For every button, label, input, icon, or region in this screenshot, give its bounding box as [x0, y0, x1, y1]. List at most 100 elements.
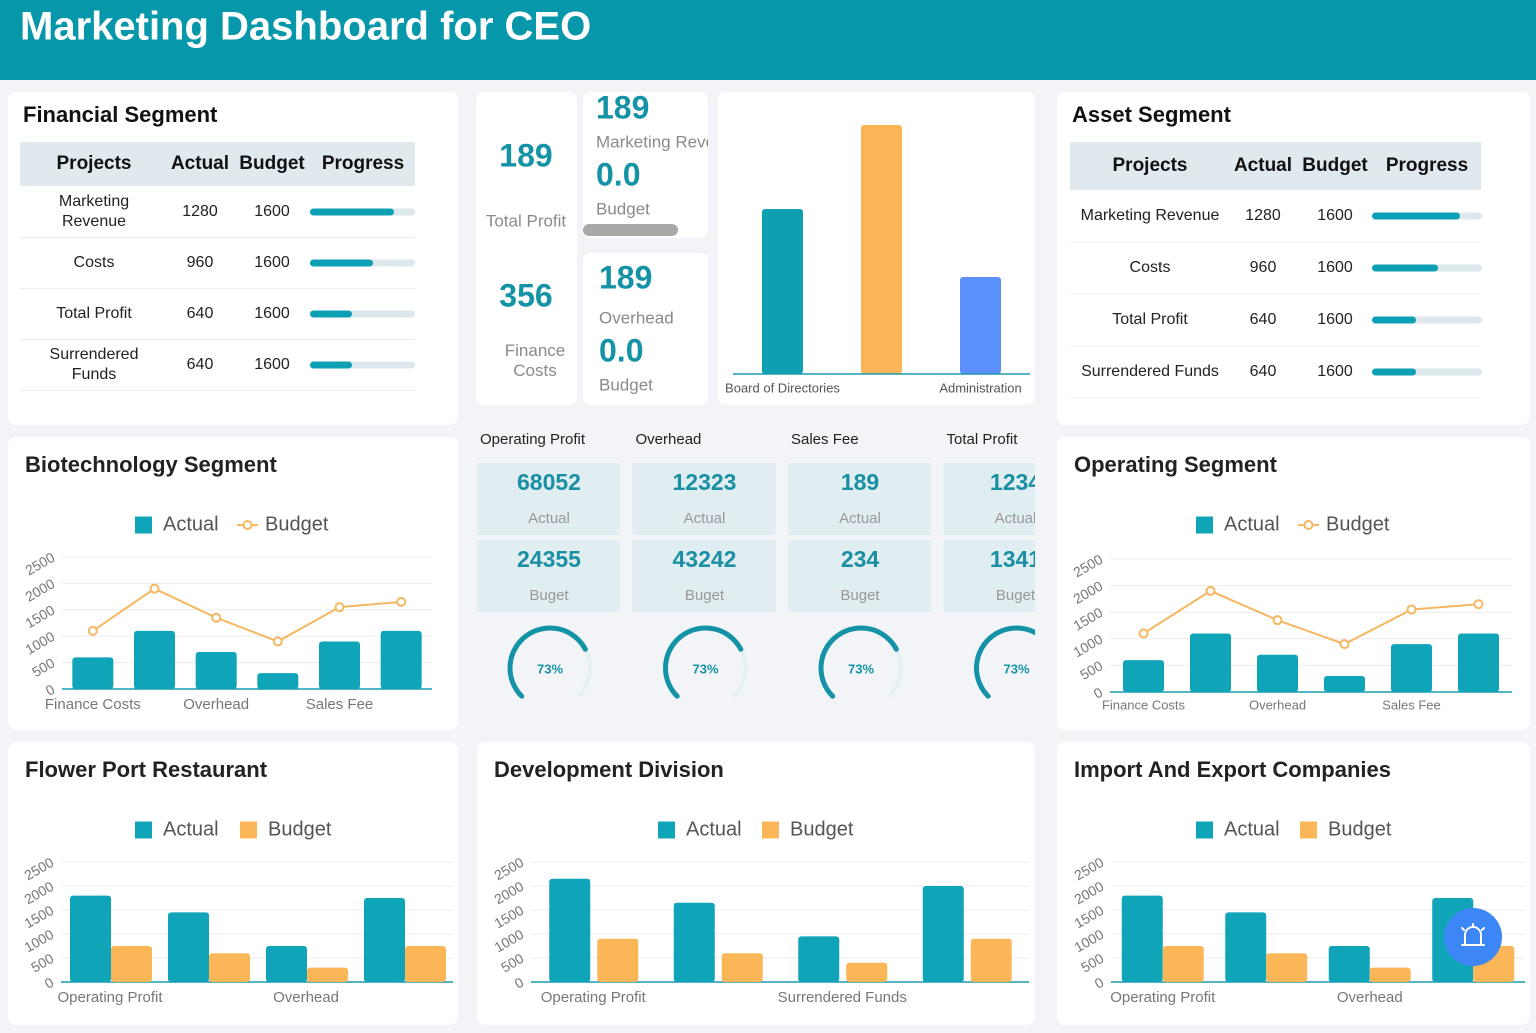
- column-header: Progress: [1386, 155, 1468, 176]
- bar: [209, 953, 250, 982]
- alert-icon: [1461, 923, 1485, 946]
- line-point: [396, 596, 407, 607]
- card-budget: 0.0: [596, 156, 640, 192]
- actual-value: 640: [1250, 311, 1277, 328]
- legend-label: Budget: [790, 818, 854, 840]
- card-value: 189: [499, 137, 552, 173]
- metric-cell: [632, 463, 776, 535]
- line-point: [1406, 604, 1417, 615]
- chart-title: Flower Port Restaurant: [25, 757, 268, 782]
- gauge-label: 73%: [848, 661, 874, 676]
- metrics-grid: Operating Profit 68052 Actual 24355 Buget 73%…: [477, 431, 1041, 699]
- column-header: Actual: [1234, 155, 1292, 176]
- gauge-label: 73%: [692, 661, 718, 676]
- panel-title: Financial Segment: [23, 102, 218, 127]
- x-tick-label: Surrendered Funds: [778, 989, 907, 1006]
- x-tick-label: Overhead: [273, 989, 339, 1006]
- table-header: [20, 142, 415, 186]
- x-tick-label: Administration: [939, 380, 1021, 395]
- alert-button[interactable]: [1444, 908, 1502, 966]
- progress-bar: [1372, 264, 1438, 272]
- metric-budget: 234: [841, 546, 880, 572]
- x-tick-label: Overhead: [183, 696, 249, 713]
- actual-value: 640: [1250, 363, 1277, 380]
- card-label: Overhead: [599, 308, 674, 327]
- x-tick-label: Sales Fee: [306, 696, 374, 713]
- summary-card: [476, 92, 577, 405]
- legend-swatch: [1300, 821, 1317, 839]
- card-label: Budget: [596, 199, 650, 218]
- metric-label: Buget: [996, 587, 1036, 604]
- metric-cell: [943, 463, 1035, 535]
- card-label: Total Profit: [486, 211, 567, 230]
- legend-swatch: [1196, 516, 1213, 534]
- metric-label: Buget: [840, 587, 880, 604]
- project-name: Total Profit: [56, 305, 132, 322]
- card-label-box: Finance Costs: [504, 341, 566, 380]
- scroll-bar: [583, 224, 678, 236]
- project-name: Surrendered Funds: [49, 346, 139, 383]
- x-tick-label: Operating Profit: [1110, 989, 1216, 1006]
- legend-swatch: [658, 821, 675, 839]
- x-tick-label: Overhead: [1337, 989, 1403, 1006]
- progress-bar: [310, 208, 394, 216]
- legend-label: Budget: [1328, 818, 1392, 840]
- bar: [195, 652, 237, 689]
- bar: [70, 895, 111, 982]
- card-label: Marketing Revenue: [596, 132, 743, 151]
- metric-label: Actual: [528, 510, 570, 527]
- table-header: [1070, 142, 1481, 190]
- card-budget: 0.0: [599, 332, 643, 368]
- bar: [970, 938, 1012, 982]
- metric-label: Actual: [684, 510, 726, 527]
- line-point: [149, 583, 160, 594]
- gauge-label: 73%: [1003, 661, 1029, 676]
- column-header: Actual: [171, 153, 229, 174]
- card-label: Finance Costs: [504, 341, 566, 380]
- bar: [922, 886, 964, 982]
- bar: [1266, 953, 1308, 982]
- budget-value: 1600: [254, 356, 290, 373]
- bar: [762, 209, 803, 374]
- progress-bar: [1372, 212, 1460, 220]
- gauge-arc: [507, 625, 588, 699]
- gauge-label: 73%: [537, 661, 563, 676]
- actual-value: 960: [187, 254, 214, 271]
- metric-cell: [788, 463, 931, 535]
- bar: [364, 898, 405, 982]
- card-value: 356: [499, 277, 552, 313]
- bar: [1225, 912, 1267, 982]
- bar: [960, 277, 1001, 374]
- x-tick-label: Sales Fee: [1382, 697, 1441, 712]
- line-point: [1473, 599, 1484, 610]
- project-name-box: Surrendered Funds: [49, 346, 139, 383]
- gauge-arc: [974, 625, 1035, 699]
- project-name: Surrendered Funds: [1081, 363, 1219, 380]
- bar: [673, 902, 715, 982]
- project-name-box: Total Profit: [56, 305, 132, 322]
- page-title: Marketing Dashboard for CEO: [20, 5, 591, 49]
- budget-value: 1600: [1317, 259, 1353, 276]
- progress-bar: [310, 361, 352, 369]
- metric-budget: 1341: [990, 546, 1041, 572]
- budget-value: 1600: [254, 254, 290, 271]
- metric-name: Sales Fee: [791, 431, 859, 448]
- budget-card: [583, 92, 708, 238]
- metric-cell: [477, 463, 620, 535]
- metric-actual: 1234: [990, 469, 1041, 495]
- x-tick-label: Operating Profit: [541, 989, 647, 1006]
- line-point: [1138, 628, 1149, 639]
- bar: [72, 657, 114, 689]
- card-value: 189: [596, 89, 649, 125]
- panel-title: Asset Segment: [1072, 102, 1232, 127]
- metric-label: Buget: [529, 587, 569, 604]
- chart-title: Import And Export Companies: [1074, 757, 1391, 782]
- progress-bar: [1372, 316, 1416, 324]
- budget-card-content: 189 Marketing Revenue 0.0 Budget: [596, 89, 743, 218]
- gauge-arc: [663, 625, 744, 699]
- legend-label: Actual: [1224, 818, 1280, 840]
- actual-value: 640: [187, 305, 214, 322]
- line: [1142, 589, 1479, 646]
- bar: [307, 967, 348, 982]
